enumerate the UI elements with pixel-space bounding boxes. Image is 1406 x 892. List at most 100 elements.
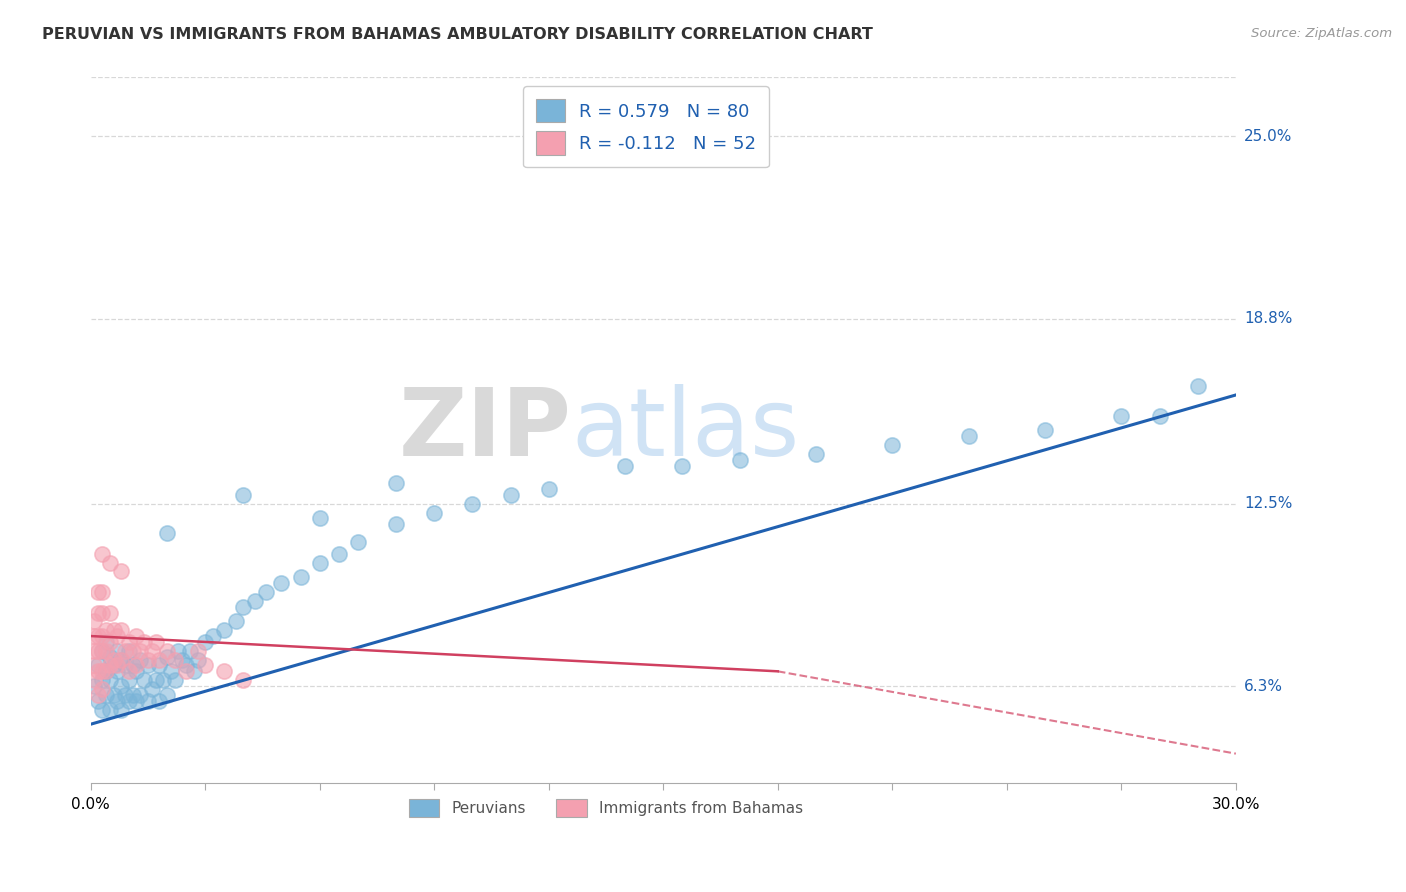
Point [129, 652, 152, 666]
Point [87, 665, 110, 679]
Point [163, 652, 186, 666]
Point [125, 629, 148, 643]
Point [882, 438, 904, 452]
Point [232, 488, 254, 502]
Point [103, 688, 125, 702]
Point [91, 644, 114, 658]
Point [136, 694, 159, 708]
Point [347, 535, 370, 549]
Point [141, 681, 163, 696]
Point [118, 635, 141, 649]
Point [91, 629, 114, 643]
Point [110, 652, 132, 666]
Point [201, 629, 224, 643]
Point [254, 585, 277, 599]
Point [91, 606, 114, 620]
Point [804, 447, 827, 461]
Point [129, 688, 152, 702]
Point [145, 673, 167, 687]
Text: ZIP: ZIP [399, 384, 572, 476]
Point [148, 694, 170, 708]
Text: 6.3%: 6.3% [1244, 679, 1284, 693]
Point [87, 644, 110, 658]
Text: Source: ZipAtlas.com: Source: ZipAtlas.com [1251, 27, 1392, 40]
Point [270, 576, 292, 591]
Point [98, 673, 121, 687]
Point [114, 658, 136, 673]
Point [91, 644, 114, 658]
Point [125, 665, 148, 679]
Point [152, 673, 174, 687]
Point [94, 623, 117, 637]
Point [243, 593, 266, 607]
Point [1149, 409, 1171, 423]
Point [499, 488, 522, 502]
Point [290, 570, 312, 584]
Point [114, 644, 136, 658]
Point [103, 658, 125, 673]
Point [212, 665, 235, 679]
Point [125, 694, 148, 708]
Point [172, 652, 194, 666]
Point [87, 606, 110, 620]
Text: 25.0%: 25.0% [1244, 128, 1292, 144]
Point [91, 681, 114, 696]
Point [83, 629, 105, 643]
Point [87, 688, 110, 702]
Point [308, 511, 330, 525]
Text: 12.5%: 12.5% [1244, 496, 1292, 511]
Point [121, 658, 143, 673]
Point [87, 694, 110, 708]
Point [148, 652, 170, 666]
Point [87, 585, 110, 599]
Point [91, 702, 114, 716]
Point [163, 673, 186, 687]
Point [110, 702, 132, 716]
Point [385, 476, 408, 491]
Point [105, 665, 128, 679]
Point [232, 599, 254, 614]
Point [156, 526, 179, 541]
Point [103, 623, 125, 637]
Point [575, 799, 598, 814]
Point [385, 517, 408, 532]
Point [98, 658, 121, 673]
Point [537, 482, 560, 496]
Point [179, 644, 201, 658]
Point [232, 673, 254, 687]
Point [91, 585, 114, 599]
Point [98, 556, 121, 570]
Point [83, 615, 105, 629]
Point [145, 635, 167, 649]
Point [94, 635, 117, 649]
Point [423, 506, 446, 520]
Point [614, 458, 637, 473]
Point [1111, 409, 1133, 423]
Point [159, 665, 181, 679]
Point [110, 565, 132, 579]
Point [156, 644, 179, 658]
Point [461, 497, 484, 511]
Point [186, 652, 208, 666]
Text: atlas: atlas [572, 384, 800, 476]
Point [83, 673, 105, 687]
Point [194, 635, 217, 649]
Point [110, 623, 132, 637]
Point [98, 702, 121, 716]
Point [98, 649, 121, 664]
Point [94, 644, 117, 658]
Point [83, 658, 105, 673]
Point [118, 694, 141, 708]
Point [174, 658, 197, 673]
Point [141, 644, 163, 658]
Point [118, 644, 141, 658]
Point [110, 652, 132, 666]
Point [94, 665, 117, 679]
Point [121, 688, 143, 702]
Point [91, 665, 114, 679]
Point [194, 658, 217, 673]
Point [87, 658, 110, 673]
Point [183, 665, 205, 679]
Point [125, 658, 148, 673]
Point [91, 547, 114, 561]
